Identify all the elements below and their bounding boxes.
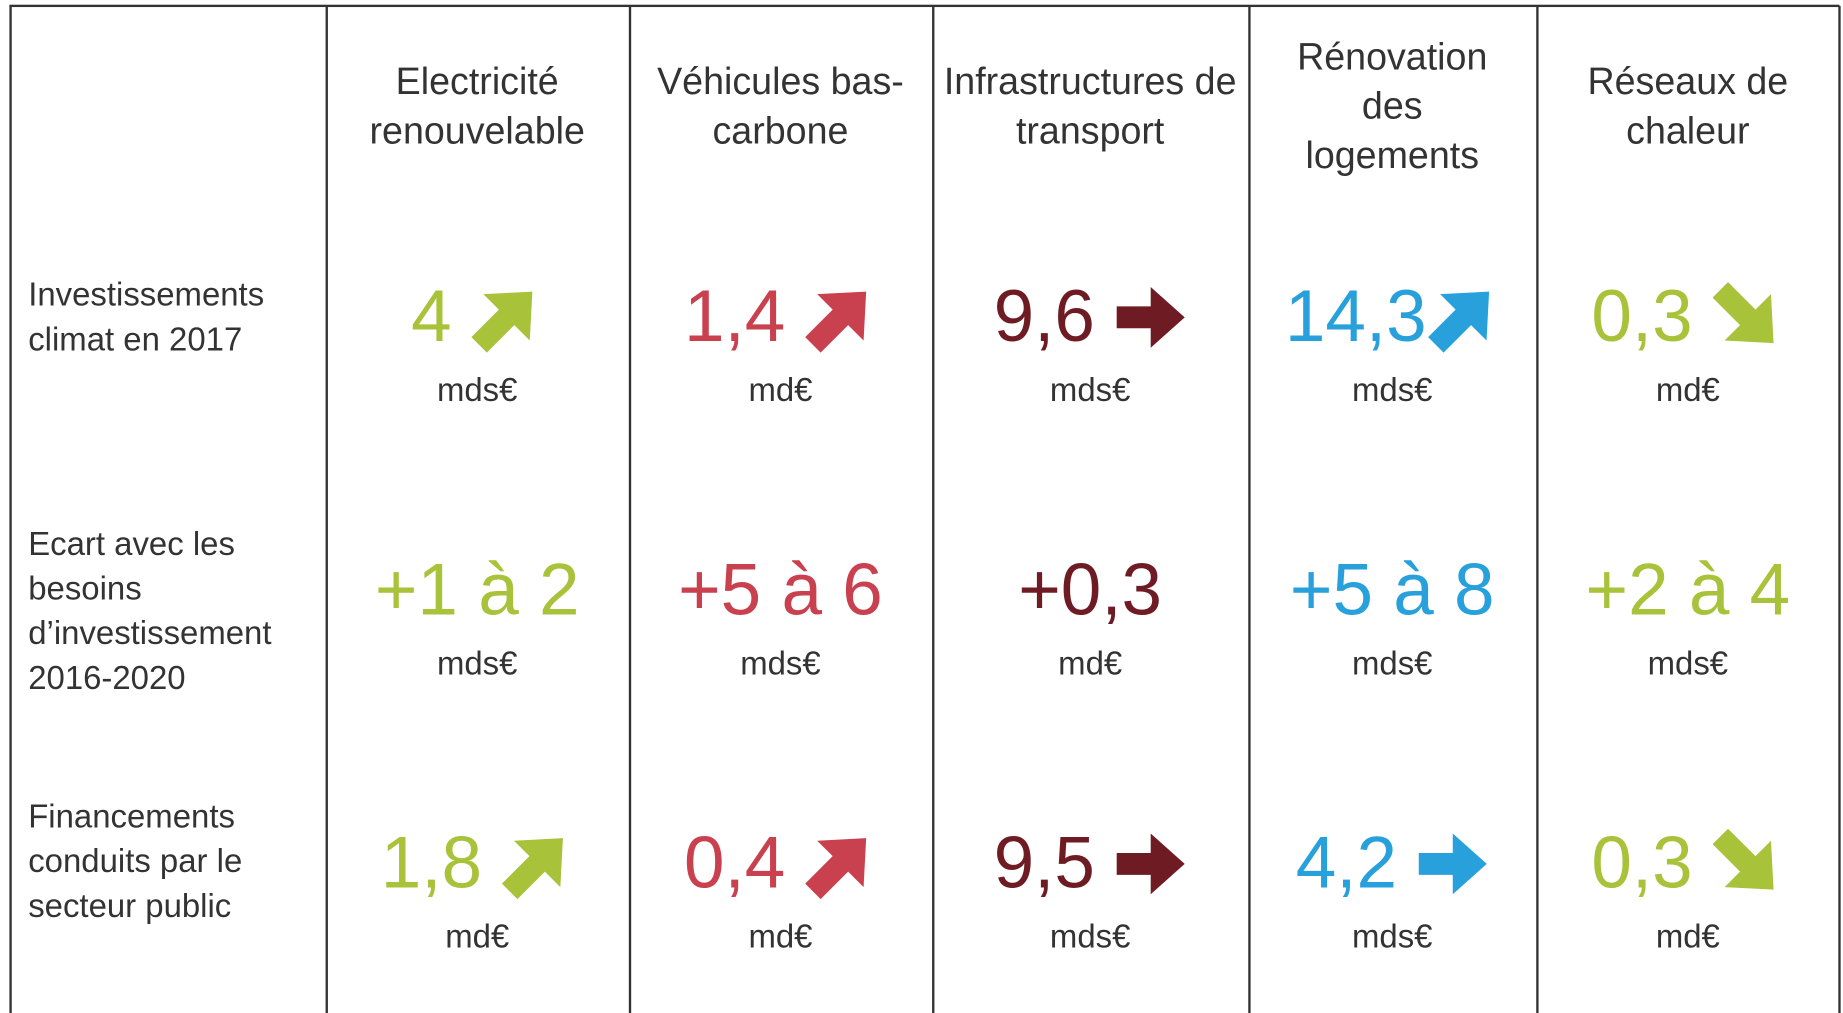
text: Réseaux de chaleur <box>1587 59 1789 152</box>
cell: 0,4 md€ <box>629 819 932 957</box>
unit: md€ <box>1655 917 1720 955</box>
column-header: Infrastructures de transport <box>932 0 1248 212</box>
value: 14,3 <box>1284 276 1427 358</box>
text: Rénovation des logements <box>1297 35 1488 177</box>
trend-arrow <box>1114 281 1187 354</box>
trend-arrow <box>1427 281 1500 354</box>
unit: md€ <box>445 917 510 955</box>
row-label: Financements conduits par le secteur pub… <box>28 768 316 956</box>
cell: +2 à 4 mds€ <box>1536 547 1839 685</box>
trend-arrow <box>804 827 877 900</box>
value: 0,3 <box>1591 276 1693 358</box>
value: +5 à 8 <box>1289 550 1495 632</box>
unit: md€ <box>748 371 813 408</box>
value: 9,6 <box>993 276 1095 358</box>
value: 9,5 <box>993 822 1095 904</box>
unit: md€ <box>748 917 813 955</box>
unit: mds€ <box>436 645 518 682</box>
cell: 1,4 md€ <box>629 273 932 411</box>
unit: mds€ <box>1351 371 1433 408</box>
column-header: Rénovation des logements <box>1248 0 1536 212</box>
text: Ecart avec les besoins d’investissement … <box>28 525 272 696</box>
cell: 1,8 md€ <box>326 819 629 957</box>
cell: +5 à 6 mds€ <box>629 547 932 685</box>
cell: 14,3 mds€ <box>1248 273 1536 411</box>
column-separator <box>628 5 632 1013</box>
cell: +5 à 8 mds€ <box>1248 547 1536 685</box>
cell: 4,2 mds€ <box>1248 819 1536 957</box>
value: 4,2 <box>1295 822 1398 904</box>
unit: mds€ <box>1351 645 1433 682</box>
border-top <box>9 4 1840 8</box>
column-separator <box>325 5 328 1013</box>
value: +2 à 4 <box>1585 550 1791 632</box>
column-separator <box>1248 5 1251 1013</box>
cell: 9,5 mds€ <box>932 819 1248 957</box>
trend-arrow <box>1711 281 1784 354</box>
cell: 0,3 md€ <box>1536 819 1839 957</box>
unit: md€ <box>1655 371 1720 408</box>
border-left <box>9 5 12 1013</box>
unit: mds€ <box>740 645 821 682</box>
column-separator <box>932 5 935 1013</box>
value: 1,8 <box>380 822 483 904</box>
trend-arrow <box>470 281 543 354</box>
trend-arrow <box>1114 827 1187 900</box>
column-separator <box>1536 5 1539 1013</box>
trend-arrow <box>1711 827 1784 900</box>
unit: mds€ <box>1049 371 1131 408</box>
unit: mds€ <box>1049 917 1131 955</box>
trend-arrow <box>804 281 877 354</box>
cell: +1 à 2 mds€ <box>326 547 629 685</box>
cell: 0,3 md€ <box>1536 273 1839 411</box>
text: Financements conduits par le secteur pub… <box>28 798 243 924</box>
text: Investissements climat en 2017 <box>28 276 265 358</box>
unit: mds€ <box>1351 917 1433 955</box>
column-header: Véhicules bas-carbone <box>629 0 932 212</box>
trend-arrow <box>501 827 574 900</box>
text: Véhicules bas-carbone <box>657 59 904 152</box>
trend-arrow <box>1416 827 1489 900</box>
value: 4 <box>411 276 452 358</box>
cell: +0,3 md€ <box>932 547 1248 685</box>
cell: 9,6 mds€ <box>932 273 1248 411</box>
value: 1,4 <box>683 276 786 358</box>
value: +1 à 2 <box>374 550 580 632</box>
unit: md€ <box>1058 645 1123 682</box>
row-label: Investissements climat en 2017 <box>28 223 316 411</box>
text: Electricité renouvelable <box>369 59 585 152</box>
column-header: Electricité renouvelable <box>326 0 629 212</box>
cell: 4 mds€ <box>326 273 629 411</box>
unit: mds€ <box>1647 645 1729 682</box>
text: Infrastructures de transport <box>943 59 1237 152</box>
row-label: Ecart avec les besoins d’investissement … <box>28 517 316 705</box>
column-header: Réseaux de chaleur <box>1536 0 1839 212</box>
border-right <box>1838 5 1841 1013</box>
unit: mds€ <box>436 371 518 408</box>
value: 0,3 <box>1591 822 1693 904</box>
value: +0,3 <box>1018 550 1163 632</box>
value: 0,4 <box>683 822 786 904</box>
value: +5 à 6 <box>678 550 883 632</box>
